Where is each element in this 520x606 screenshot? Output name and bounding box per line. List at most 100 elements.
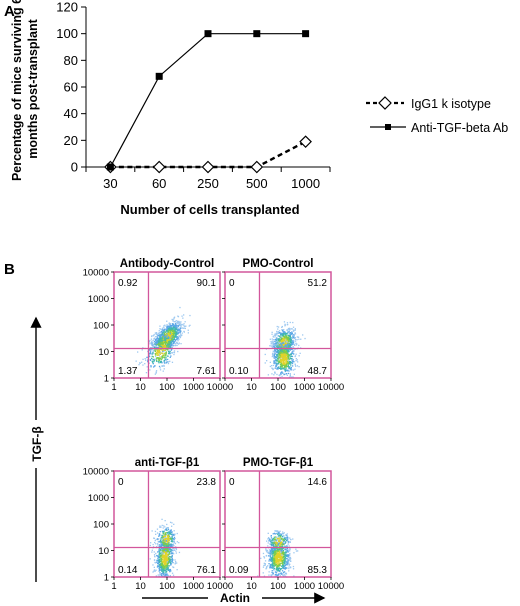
y-tick-label: 1000 (88, 294, 109, 305)
event-dot (164, 526, 166, 528)
event-dot (165, 554, 167, 556)
event-dot (290, 348, 292, 350)
event-dot (277, 567, 279, 569)
x-tick-label: 1 (111, 382, 116, 393)
event-dot (282, 566, 284, 568)
event-dot (280, 551, 283, 553)
event-dot (268, 563, 270, 565)
event-dot (170, 552, 173, 555)
event-dot (170, 334, 172, 336)
event-dot (161, 358, 163, 360)
event-dot (293, 373, 295, 375)
event-dot (157, 354, 160, 356)
event-dot (274, 541, 276, 543)
event-dot (161, 349, 163, 351)
event-dot (277, 545, 279, 547)
event-dot (275, 573, 277, 575)
event-dot (162, 538, 164, 541)
event-dot (166, 529, 168, 531)
event-dot (172, 344, 174, 346)
event-dot (174, 333, 176, 335)
event-dot (167, 540, 170, 542)
event-dot (160, 569, 162, 571)
event-dot (264, 563, 266, 565)
event-dot (270, 551, 272, 553)
event-dot (153, 360, 155, 363)
event-dot (285, 355, 287, 357)
event-dot (295, 365, 297, 367)
event-dot (271, 570, 273, 572)
event-dot (284, 352, 286, 355)
event-dot (274, 349, 277, 352)
event-dot (160, 358, 162, 361)
event-dot (175, 322, 178, 324)
event-dot (158, 566, 160, 568)
event-dot (277, 366, 280, 368)
event-dot (273, 541, 275, 543)
event-dot (167, 532, 169, 535)
event-dot (159, 531, 161, 533)
event-dot (168, 322, 170, 325)
event-dot (289, 349, 291, 351)
event-dot (164, 560, 166, 563)
event-dot (276, 574, 278, 576)
event-dot (283, 334, 285, 336)
event-dot (161, 556, 163, 558)
event-dot (279, 360, 281, 362)
event-dot (176, 562, 178, 564)
event-dot (288, 370, 290, 372)
event-dot (158, 340, 160, 343)
event-dot (283, 539, 285, 541)
event-dot (169, 326, 171, 328)
event-dot (272, 368, 274, 371)
event-dot (278, 556, 280, 558)
event-dot (274, 563, 276, 565)
event-dot (284, 554, 287, 556)
event-dot (281, 548, 283, 550)
event-dot (153, 342, 155, 344)
event-dot (153, 537, 156, 539)
event-dot (161, 544, 163, 546)
event-dot (280, 351, 282, 353)
event-dot (173, 316, 176, 318)
event-dot (178, 343, 180, 345)
event-dot (276, 351, 278, 353)
event-dot (153, 335, 155, 337)
event-dot (161, 562, 163, 564)
event-dot (281, 541, 283, 543)
event-dot (166, 339, 168, 341)
event-dot (178, 551, 181, 554)
event-dot (164, 558, 167, 560)
event-dot (293, 552, 295, 554)
event-dot (154, 332, 156, 334)
event-dot (283, 553, 285, 555)
event-dot (288, 351, 290, 353)
event-dot (173, 335, 175, 337)
event-dot (272, 543, 274, 545)
event-dot (165, 537, 167, 539)
event-dot (282, 571, 285, 574)
event-dot (173, 534, 176, 537)
event-dot (277, 357, 279, 360)
event-dot (166, 320, 168, 322)
event-dot (167, 574, 169, 576)
event-dot (298, 355, 300, 357)
event-dot (282, 368, 284, 370)
event-dot (179, 336, 181, 339)
event-dot (171, 553, 173, 555)
event-dot (168, 539, 170, 541)
event-dot (279, 558, 281, 560)
event-dot (158, 533, 161, 535)
event-dot (286, 344, 288, 346)
event-dot (171, 560, 173, 563)
event-dot (284, 366, 286, 369)
event-dot (286, 345, 289, 347)
event-dot (159, 328, 161, 330)
quadrant-upper-left-value: 0 (229, 278, 235, 289)
event-dot (173, 330, 175, 332)
event-dot (284, 343, 286, 345)
event-dot (289, 321, 291, 324)
event-dot (283, 359, 285, 361)
event-dot (273, 563, 276, 565)
event-dot (160, 334, 162, 336)
